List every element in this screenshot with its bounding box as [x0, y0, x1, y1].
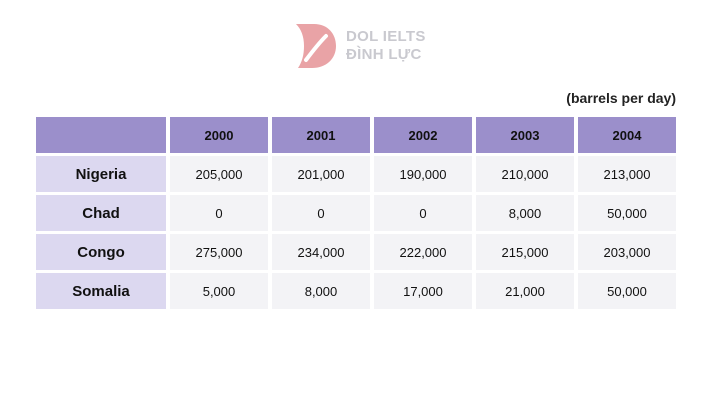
row-label: Congo	[36, 234, 166, 270]
table-cell: 17,000	[374, 273, 472, 309]
table-cell: 210,000	[476, 156, 574, 192]
column-header: 2004	[578, 117, 676, 153]
column-header: 2002	[374, 117, 472, 153]
brand-name: DOL IELTS ĐÌNH LỰC	[346, 28, 426, 64]
column-header: 2003	[476, 117, 574, 153]
row-label: Somalia	[36, 273, 166, 309]
table-cell: 201,000	[272, 156, 370, 192]
brand-line-2: ĐÌNH LỰC	[346, 46, 422, 63]
table-cell: 215,000	[476, 234, 574, 270]
table-cell: 0	[272, 195, 370, 231]
row-label: Chad	[36, 195, 166, 231]
table-cell: 222,000	[374, 234, 472, 270]
table-cell: 5,000	[170, 273, 268, 309]
brand-line-1: DOL IELTS	[346, 28, 426, 45]
row-label: Nigeria	[36, 156, 166, 192]
table-cell: 8,000	[476, 195, 574, 231]
brand-logo: DOL IELTS ĐÌNH LỰC	[292, 22, 426, 70]
table-cell: 275,000	[170, 234, 268, 270]
table-cell: 8,000	[272, 273, 370, 309]
table-cell: 190,000	[374, 156, 472, 192]
table-cell: 0	[374, 195, 472, 231]
table-cell: 203,000	[578, 234, 676, 270]
table-cell: 234,000	[272, 234, 370, 270]
table-cell: 0	[170, 195, 268, 231]
dol-logo-icon	[296, 24, 336, 68]
table-cell: 50,000	[578, 195, 676, 231]
column-header: 2001	[272, 117, 370, 153]
header-corner-cell	[36, 117, 166, 153]
unit-label: (barrels per day)	[566, 90, 676, 106]
data-table: 2000 2001 2002 2003 2004 Nigeria 205,000 201,00…	[36, 117, 676, 309]
table-cell: 50,000	[578, 273, 676, 309]
table-cell: 21,000	[476, 273, 574, 309]
table-cell: 213,000	[578, 156, 676, 192]
table-cell: 205,000	[170, 156, 268, 192]
column-header: 2000	[170, 117, 268, 153]
